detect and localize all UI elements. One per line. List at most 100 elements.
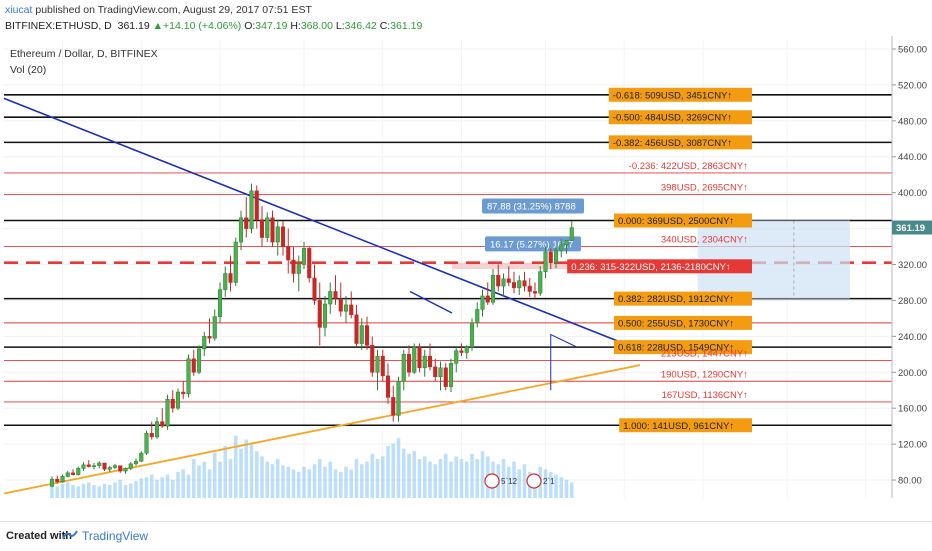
candle-body xyxy=(454,350,459,364)
event-badge-text: 2`1 xyxy=(543,477,555,486)
volume-legend: Vol (20) xyxy=(10,64,46,76)
volume-bar xyxy=(155,479,159,498)
volume-bar xyxy=(233,435,238,498)
volume-bar xyxy=(60,483,65,498)
event-badge-icon xyxy=(484,473,500,489)
candle-body xyxy=(364,325,370,346)
candle-body xyxy=(427,355,433,368)
grid-lines xyxy=(4,40,892,498)
volume-bar xyxy=(55,486,60,498)
candle-body xyxy=(333,291,338,299)
volume-bar xyxy=(312,464,317,498)
y-tick-label: 240.00 xyxy=(898,332,927,343)
volume-bar xyxy=(113,482,117,498)
fib-label-box xyxy=(614,315,752,330)
candlesticks xyxy=(49,183,574,488)
volume-bar xyxy=(333,469,338,498)
candle-body xyxy=(443,367,448,387)
volume-bar xyxy=(396,438,401,498)
y-tick-label: 440.00 xyxy=(898,152,927,163)
volume-bar xyxy=(239,448,243,498)
candle-body xyxy=(448,363,454,387)
candle-body xyxy=(511,282,517,289)
candle-body xyxy=(354,314,359,344)
candle-body xyxy=(217,289,223,317)
volume-bar xyxy=(548,472,553,498)
candle-body xyxy=(49,478,55,487)
low-value: 346.42 xyxy=(344,20,377,32)
publish-info: xiucat published on TradingView.com, Aug… xyxy=(5,4,312,16)
candle-body xyxy=(343,304,349,312)
volume-bar xyxy=(286,466,291,498)
measure-inner-box xyxy=(485,236,581,252)
candle-body xyxy=(475,309,480,324)
candle-body xyxy=(396,381,401,416)
candle-body xyxy=(265,217,270,238)
volume-bar xyxy=(323,466,327,498)
y-tick-label: 520.00 xyxy=(898,80,927,91)
volume-bar xyxy=(480,451,485,498)
fib-label-text: 398USD, 2695CNY↑ xyxy=(661,182,748,193)
candle-body xyxy=(149,433,154,438)
measure-label-text: 87.88 (31.25%) 8788 xyxy=(487,202,576,213)
publish-text: published on TradingView.com, August 29,… xyxy=(35,4,312,16)
candle-body xyxy=(249,190,254,229)
current-price-tag xyxy=(892,220,932,235)
candle-body xyxy=(160,421,165,427)
volume-bar xyxy=(412,451,417,498)
fib-band xyxy=(452,262,612,269)
symbol-name[interactable]: BITFINEX:ETHUSD, D xyxy=(5,20,112,32)
candle-body xyxy=(338,298,343,312)
fib-label-text: 340USD, 2304CNY↑ xyxy=(661,235,748,246)
open-label: O: xyxy=(244,20,256,32)
volume-bar xyxy=(365,461,369,498)
volume-bar xyxy=(370,453,375,498)
volume-bar xyxy=(417,459,422,498)
candle-body xyxy=(485,295,490,303)
event-badge-icon xyxy=(526,473,542,489)
candle-body xyxy=(107,467,112,470)
tradingview-brand[interactable]: TradingView xyxy=(82,529,149,543)
candle-body xyxy=(349,304,354,316)
candle-body xyxy=(291,259,296,274)
volume-bar xyxy=(554,474,558,498)
candle-body xyxy=(196,348,202,373)
volume-bar xyxy=(123,485,128,498)
fib-label-text: 0.236: 315-322USD, 2136-2180CNY↑ xyxy=(571,262,731,273)
volume-bar xyxy=(328,461,333,498)
volume-bar xyxy=(438,459,443,498)
candle-body xyxy=(532,291,538,294)
candle-body xyxy=(191,358,196,373)
volume-bar xyxy=(522,464,527,498)
y-tick-label: 160.00 xyxy=(898,404,927,415)
volume-bar xyxy=(569,482,574,498)
candle-body xyxy=(480,295,485,310)
author-name[interactable]: xiucat xyxy=(5,4,33,16)
fib-label-text: 0.000: 369USD, 2500CNY↑ xyxy=(618,216,734,227)
fib-label-box xyxy=(608,135,752,150)
last-price: 361.19 xyxy=(117,20,150,32)
candle-body xyxy=(391,397,396,416)
candle-body xyxy=(128,463,133,469)
fib-label-text: -0.618: 509USD, 3451CNY↑ xyxy=(613,90,732,101)
candle-body xyxy=(275,226,280,243)
volume-bar xyxy=(118,479,123,498)
fib-label-box xyxy=(619,418,752,433)
volume-bar xyxy=(71,485,75,498)
volume-bar xyxy=(506,466,511,498)
candle-body xyxy=(375,355,380,373)
candle-body xyxy=(469,322,475,348)
candle-body xyxy=(65,472,70,477)
candle-body xyxy=(464,346,469,353)
volume-bar xyxy=(249,443,254,498)
candle-body xyxy=(212,316,217,339)
volume-bar xyxy=(254,451,259,498)
volume-bar xyxy=(359,464,364,498)
volume-bar xyxy=(86,482,91,498)
fib-label-box xyxy=(608,87,752,102)
volume-bar xyxy=(197,465,201,498)
chart-area[interactable]: 87.88 (31.25%) 8788 16.17 (5.27%) 1617 -0… xyxy=(0,36,932,515)
price-chart[interactable]: 87.88 (31.25%) 8788 16.17 (5.27%) 1617 -0… xyxy=(0,36,932,515)
volume-bar xyxy=(543,469,548,498)
candle-body xyxy=(154,421,160,438)
